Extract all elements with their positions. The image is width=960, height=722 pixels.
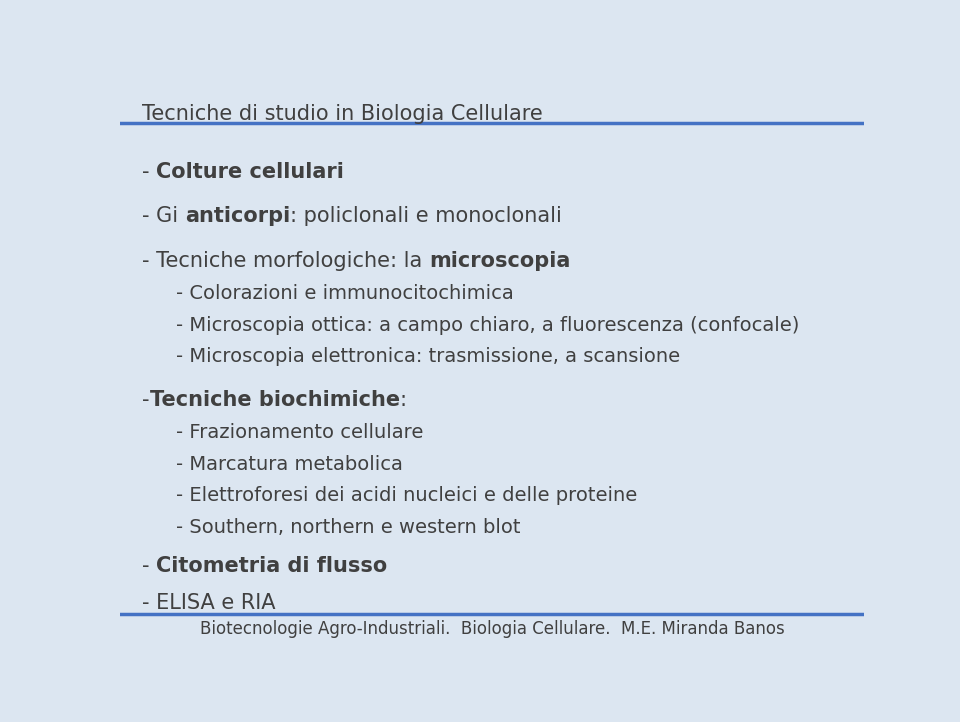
Text: - Elettroforesi dei acidi nucleici e delle proteine: - Elettroforesi dei acidi nucleici e del… xyxy=(176,487,637,505)
Text: Tecniche di studio in Biologia Cellulare: Tecniche di studio in Biologia Cellulare xyxy=(142,105,543,124)
Text: -: - xyxy=(142,390,150,409)
Text: Colture cellulari: Colture cellulari xyxy=(156,162,345,182)
Text: - Microscopia elettronica: trasmissione, a scansione: - Microscopia elettronica: trasmissione,… xyxy=(176,347,680,366)
Text: - Tecniche morfologiche: la: - Tecniche morfologiche: la xyxy=(142,251,429,271)
Text: - Colorazioni e immunocitochimica: - Colorazioni e immunocitochimica xyxy=(176,284,514,303)
Text: : policlonali e monoclonali: : policlonali e monoclonali xyxy=(290,206,563,226)
Text: - Marcatura metabolica: - Marcatura metabolica xyxy=(176,455,402,474)
Text: anticorpi: anticorpi xyxy=(185,206,290,226)
Text: -: - xyxy=(142,557,156,576)
Text: Tecniche biochimiche: Tecniche biochimiche xyxy=(150,390,400,409)
Text: Citometria di flusso: Citometria di flusso xyxy=(156,557,388,576)
Text: - Microscopia ottica: a campo chiaro, a fluorescenza (confocale): - Microscopia ottica: a campo chiaro, a … xyxy=(176,316,799,335)
Text: -: - xyxy=(142,162,156,182)
Text: Biotecnologie Agro-Industriali.  Biologia Cellulare.  M.E. Miranda Banos: Biotecnologie Agro-Industriali. Biologia… xyxy=(200,619,784,638)
Text: - Frazionamento cellulare: - Frazionamento cellulare xyxy=(176,423,423,442)
Text: :: : xyxy=(400,390,407,409)
Text: - Gi: - Gi xyxy=(142,206,185,226)
Text: - ELISA e RIA: - ELISA e RIA xyxy=(142,593,276,612)
Text: microscopia: microscopia xyxy=(429,251,570,271)
Text: - Southern, northern e western blot: - Southern, northern e western blot xyxy=(176,518,520,537)
